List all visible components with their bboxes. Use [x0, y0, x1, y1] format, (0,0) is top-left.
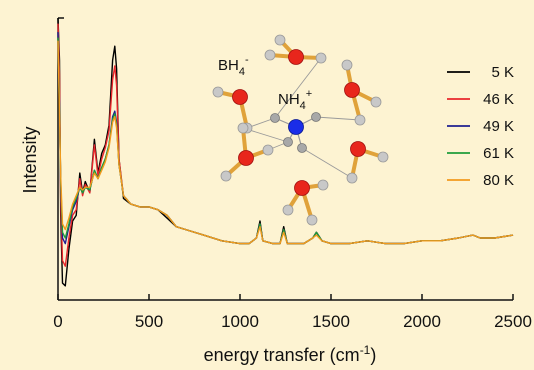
inset-h-atom — [377, 151, 389, 163]
inset-inner-h-atom — [311, 112, 321, 122]
legend-label: 46 K — [483, 91, 514, 108]
legend-label: 5 K — [491, 64, 514, 81]
inset-b-atom — [238, 150, 254, 166]
inset-h-atom — [306, 214, 318, 226]
inset-h-atom — [341, 59, 353, 71]
inset-h-atom — [354, 114, 366, 126]
x-axis-title-suffix: ) — [370, 345, 376, 365]
x-tick-label: 2500 — [494, 312, 532, 331]
inset-h-atom — [346, 172, 358, 184]
inset-h-atom — [237, 122, 249, 134]
series-lines — [57, 17, 514, 287]
inset-h-atom — [262, 144, 274, 156]
inset-inner-h-atom — [270, 113, 280, 123]
legend-label: 49 K — [483, 118, 514, 135]
inset-contact-line — [315, 116, 361, 121]
x-ticks: 0 500 1000 1500 2000 2500 — [53, 294, 532, 331]
inset-b-atom — [288, 49, 304, 65]
inset-h-atom — [282, 204, 294, 216]
x-axis-title-superscript: -1 — [360, 343, 371, 357]
inset-b-atom — [294, 180, 310, 196]
inset-inner-h-atom — [297, 143, 307, 153]
inset-h-atom — [264, 49, 276, 61]
inset-h-atom — [220, 170, 232, 182]
inset-inner-h-atom — [283, 137, 293, 147]
series-line-80k — [57, 40, 514, 245]
anion-label: BH4- — [218, 54, 249, 78]
inset-contact-line — [301, 147, 353, 179]
inset-h-atom — [370, 96, 382, 108]
x-tick-label: 0 — [53, 312, 62, 331]
legend: 5 K 46 K 49 K 61 K 80 K — [447, 64, 514, 189]
inset-b-atom — [232, 89, 248, 105]
legend-label: 80 K — [483, 172, 514, 189]
x-axis-title: energy transfer (cm-1) — [204, 343, 377, 365]
inset-structure-diagram: BH4- NH4+ — [212, 34, 389, 226]
inset-b-atom — [344, 82, 360, 98]
inset-n-atom — [288, 119, 304, 135]
x-tick-label: 500 — [135, 312, 163, 331]
cation-label: NH4+ — [278, 88, 312, 112]
x-axis-title-main: energy transfer (cm — [204, 345, 360, 365]
y-axis-title: Intensity — [20, 126, 40, 193]
x-tick-label: 1000 — [221, 312, 259, 331]
inset-h-atom — [317, 179, 329, 191]
inset-contact-line — [274, 57, 322, 119]
inset-atoms — [212, 34, 389, 226]
inset-b-atom — [350, 141, 366, 157]
inset-h-atom — [212, 86, 224, 98]
legend-label: 61 K — [483, 145, 514, 162]
x-tick-label: 1500 — [312, 312, 350, 331]
x-tick-label: 2000 — [403, 312, 441, 331]
inset-h-atom — [274, 34, 286, 46]
inset-h-atom — [315, 52, 327, 64]
